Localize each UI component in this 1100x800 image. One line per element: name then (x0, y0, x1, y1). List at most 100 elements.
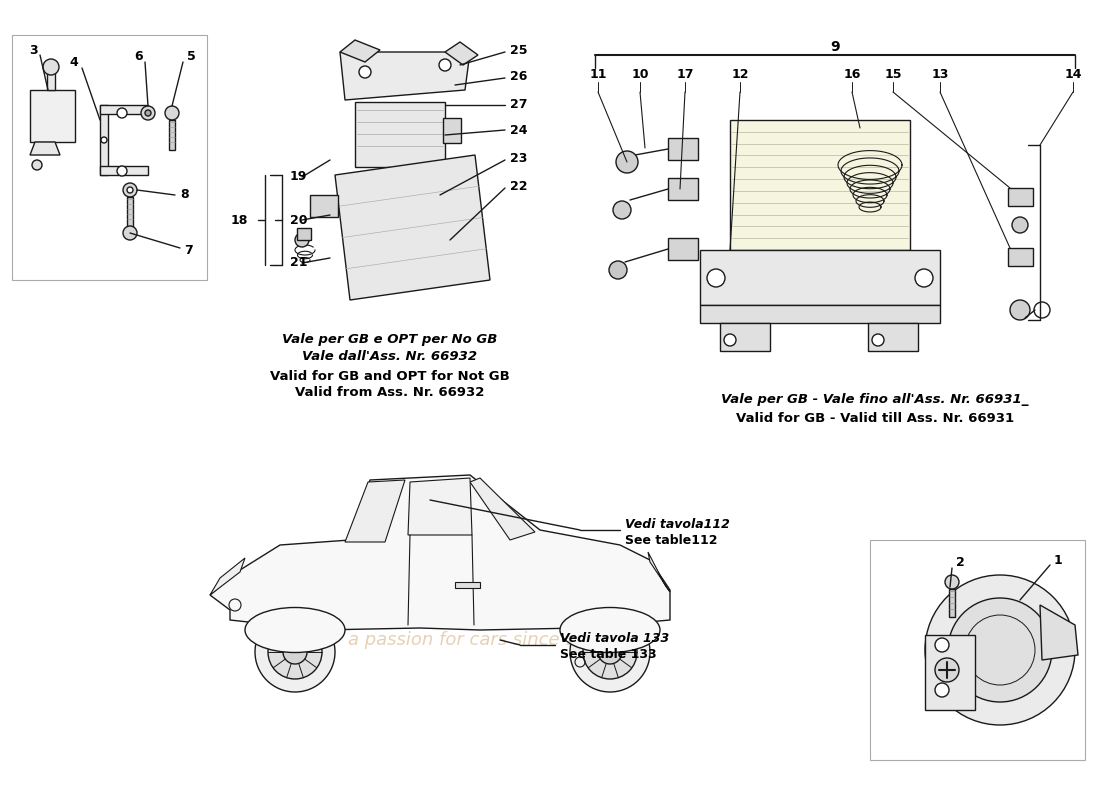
Circle shape (117, 108, 126, 118)
Text: Vale dall'Ass. Nr. 66932: Vale dall'Ass. Nr. 66932 (302, 350, 477, 363)
Text: 25: 25 (510, 45, 528, 58)
Text: 16: 16 (844, 69, 860, 82)
Text: 10: 10 (631, 69, 649, 82)
Bar (868, 323, 918, 351)
Circle shape (915, 269, 933, 287)
Text: 18: 18 (231, 214, 248, 226)
Bar (169, 120, 175, 150)
Circle shape (141, 106, 155, 120)
Text: 9: 9 (830, 40, 839, 54)
Circle shape (598, 640, 622, 664)
Text: 2: 2 (956, 555, 965, 569)
Text: a passion for cars since 1965: a passion for cars since 1965 (349, 631, 612, 649)
Circle shape (165, 106, 179, 120)
Text: 12: 12 (732, 69, 749, 82)
Circle shape (583, 625, 637, 679)
Circle shape (945, 575, 959, 589)
Ellipse shape (560, 607, 660, 653)
Bar (949, 589, 955, 617)
Circle shape (609, 261, 627, 279)
Text: 11: 11 (590, 69, 607, 82)
Bar (12, 35, 207, 280)
Polygon shape (210, 475, 670, 630)
Circle shape (295, 233, 309, 247)
Polygon shape (30, 142, 60, 155)
Bar (30, 90, 75, 142)
Text: 20: 20 (290, 214, 308, 226)
Bar (700, 305, 940, 323)
Circle shape (32, 160, 42, 170)
Bar (925, 635, 975, 710)
Bar (668, 178, 698, 200)
Circle shape (935, 658, 959, 682)
Text: 5: 5 (187, 50, 196, 63)
Circle shape (570, 612, 650, 692)
Polygon shape (1040, 605, 1078, 660)
Text: Vale per GB - Vale fino all'Ass. Nr. 66931_: Vale per GB - Vale fino all'Ass. Nr. 669… (722, 394, 1028, 406)
Text: 13: 13 (932, 69, 948, 82)
Text: 7: 7 (184, 243, 192, 257)
Text: 3: 3 (30, 43, 38, 57)
Bar (297, 228, 311, 240)
Circle shape (935, 683, 949, 697)
Bar (310, 195, 338, 217)
Text: Vedi tavola 133: Vedi tavola 133 (560, 631, 669, 645)
Text: See table112: See table112 (625, 534, 717, 546)
Circle shape (359, 66, 371, 78)
Text: 22: 22 (510, 179, 528, 193)
Bar (100, 166, 148, 175)
Text: 19: 19 (290, 170, 307, 183)
Text: Vale per GB e OPT per No GB: Vale per GB e OPT per No GB (283, 334, 497, 346)
Bar (870, 540, 1085, 760)
Circle shape (935, 638, 949, 652)
Circle shape (126, 187, 133, 193)
Text: See table 133: See table 133 (560, 647, 657, 661)
Circle shape (1010, 300, 1030, 320)
Circle shape (872, 334, 884, 346)
Circle shape (948, 598, 1052, 702)
Bar (1008, 188, 1033, 206)
Circle shape (123, 183, 138, 197)
Text: 24: 24 (510, 123, 528, 137)
Text: 26: 26 (510, 70, 527, 83)
Bar (668, 138, 698, 160)
Text: 27: 27 (510, 98, 528, 110)
Circle shape (1012, 217, 1028, 233)
Circle shape (43, 59, 59, 75)
Text: 8: 8 (180, 189, 188, 202)
Circle shape (117, 166, 126, 176)
Text: 1: 1 (1054, 554, 1063, 566)
Text: 6: 6 (134, 50, 143, 63)
Text: 4: 4 (69, 57, 78, 70)
Circle shape (439, 59, 451, 71)
Circle shape (283, 640, 307, 664)
Circle shape (613, 201, 631, 219)
Text: Valid for GB - Valid till Ass. Nr. 66931: Valid for GB - Valid till Ass. Nr. 66931 (736, 411, 1014, 425)
Circle shape (145, 110, 151, 116)
Text: 15: 15 (884, 69, 902, 82)
Circle shape (724, 334, 736, 346)
Polygon shape (446, 42, 478, 65)
Text: eurospares: eurospares (264, 564, 596, 616)
Bar (126, 197, 133, 229)
Bar (700, 250, 940, 305)
Text: 17: 17 (676, 69, 694, 82)
Circle shape (123, 226, 138, 240)
Bar (668, 238, 698, 260)
Circle shape (268, 625, 322, 679)
Circle shape (925, 575, 1075, 725)
Bar (100, 105, 108, 175)
Polygon shape (345, 480, 405, 542)
Bar (720, 323, 770, 351)
Circle shape (255, 612, 336, 692)
Polygon shape (408, 478, 472, 535)
Circle shape (616, 151, 638, 173)
Text: 14: 14 (1065, 69, 1081, 82)
Bar (443, 118, 461, 143)
Text: Vedi tavola112: Vedi tavola112 (625, 518, 730, 530)
Polygon shape (340, 52, 470, 100)
Polygon shape (648, 552, 670, 592)
Text: Valid for GB and OPT for Not GB: Valid for GB and OPT for Not GB (271, 370, 510, 382)
Bar (1008, 248, 1033, 266)
Circle shape (101, 137, 107, 143)
